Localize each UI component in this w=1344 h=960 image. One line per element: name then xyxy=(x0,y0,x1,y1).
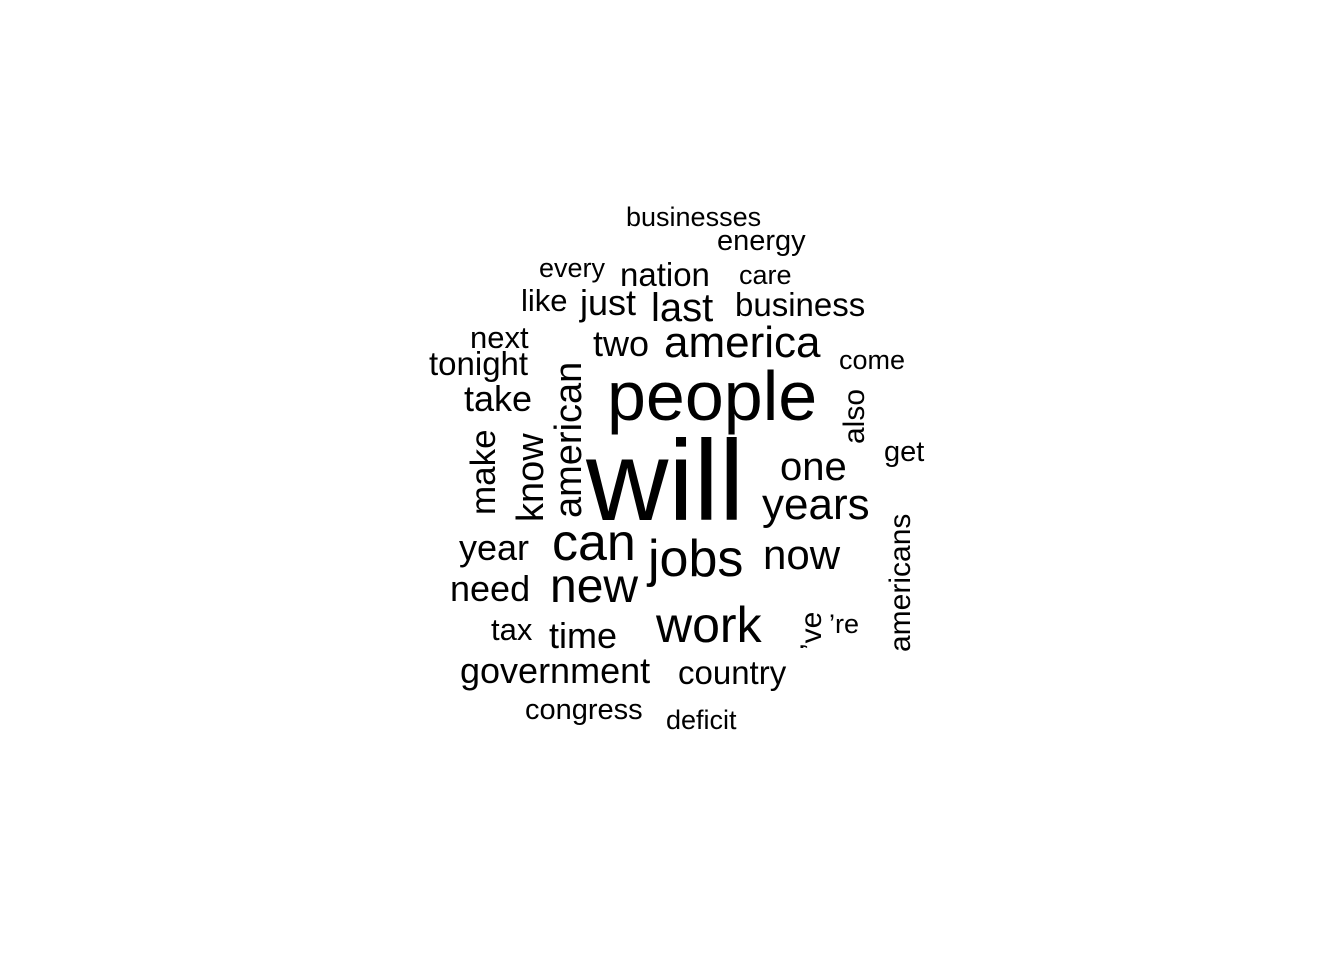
word-energy: energy xyxy=(717,225,806,257)
word-tonight: tonight xyxy=(429,345,529,382)
word-just: just xyxy=(580,282,637,323)
word-every: every xyxy=(539,253,606,283)
word-make: make xyxy=(464,429,503,515)
word-americans: americans xyxy=(884,513,917,652)
word-government: government xyxy=(460,650,651,691)
word-ve: ’ve xyxy=(795,611,828,650)
word-one: one xyxy=(780,445,847,489)
word-years: years xyxy=(762,480,870,529)
word-also: also xyxy=(838,388,871,444)
word-like: like xyxy=(521,283,568,318)
word-tax: tax xyxy=(491,612,533,647)
word-businesses: businesses xyxy=(626,202,762,232)
word-can: can xyxy=(552,514,636,572)
word-congress: congress xyxy=(525,694,643,726)
word-new: new xyxy=(550,560,639,613)
word-jobs: jobs xyxy=(648,530,744,588)
word-nation: nation xyxy=(620,256,710,293)
word-work: work xyxy=(656,597,762,653)
word-re: ’re xyxy=(829,609,860,639)
word-business: business xyxy=(735,286,866,323)
word-need: need xyxy=(450,568,531,609)
word-take: take xyxy=(464,378,533,419)
word-will: will xyxy=(586,418,745,545)
word-last: last xyxy=(651,286,714,330)
word-next: next xyxy=(470,320,529,355)
word-know: know xyxy=(510,433,552,522)
word-country: country xyxy=(678,654,787,691)
word-time: time xyxy=(549,615,618,656)
word-come: come xyxy=(839,345,906,375)
word-now: now xyxy=(763,531,841,578)
word-america: america xyxy=(664,318,821,367)
word-two: two xyxy=(593,323,650,364)
word-get: get xyxy=(884,436,925,468)
word-american: american xyxy=(548,361,590,518)
word-year: year xyxy=(459,527,530,568)
word-deficit: deficit xyxy=(666,705,737,735)
word-care: care xyxy=(739,260,792,290)
word-people: people xyxy=(607,357,818,435)
